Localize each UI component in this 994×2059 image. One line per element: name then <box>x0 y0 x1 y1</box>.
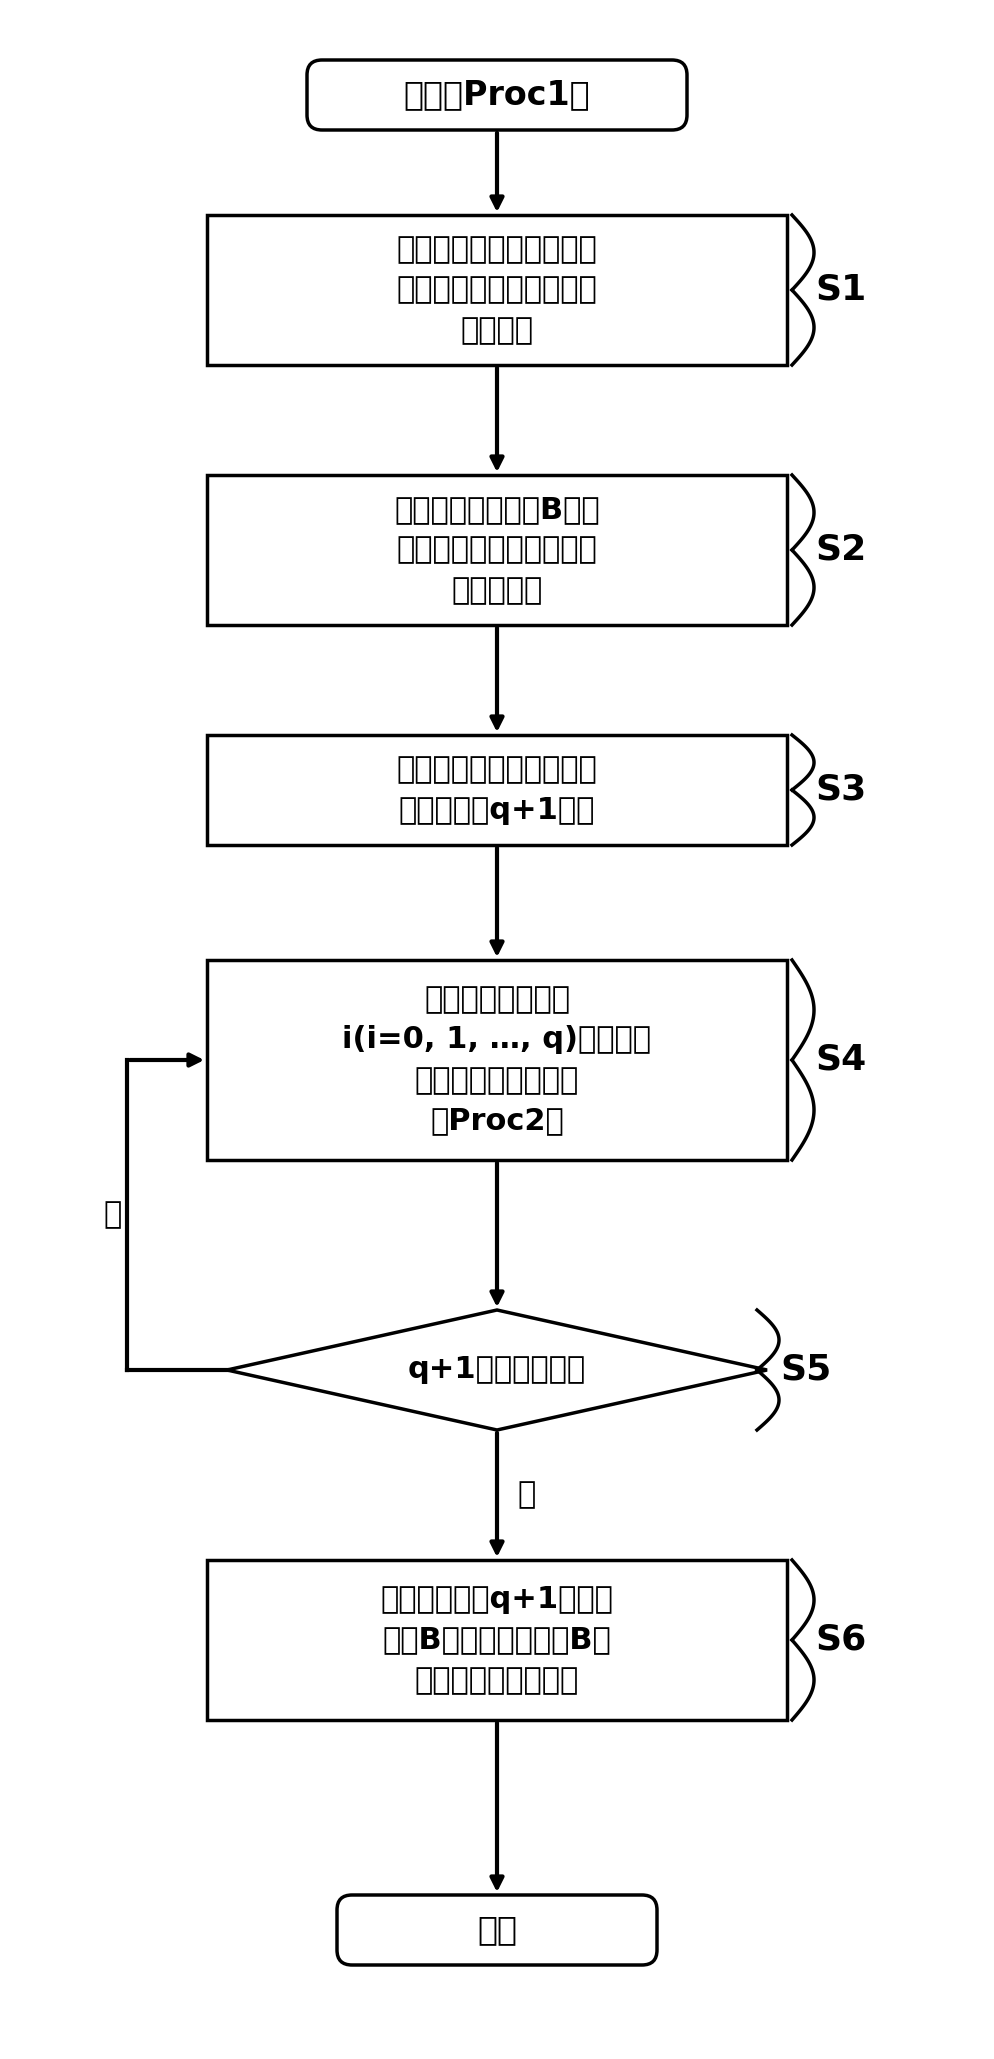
FancyBboxPatch shape <box>307 60 686 130</box>
Text: S2: S2 <box>814 533 866 566</box>
Bar <box>207 1561 786 1719</box>
Text: 结束: 结束 <box>476 1913 517 1946</box>
Text: q+1个点计算完成: q+1个点计算完成 <box>408 1355 585 1384</box>
Text: S1: S1 <box>814 274 866 307</box>
Text: S6: S6 <box>814 1622 866 1657</box>
Bar <box>207 735 786 844</box>
FancyBboxPatch shape <box>337 1894 656 1964</box>
Bar <box>207 214 786 364</box>
Text: S3: S3 <box>814 772 866 807</box>
Polygon shape <box>227 1310 766 1431</box>
Text: 使用带端点约束的B样条
曲线分别对叶盆和叶背曲
线进行插补: 使用带端点约束的B样条 曲线分别对叶盆和叶背曲 线进行插补 <box>394 494 599 605</box>
Text: 是: 是 <box>517 1480 536 1509</box>
Bar <box>207 476 786 626</box>
Bar <box>207 959 786 1159</box>
Text: 否: 否 <box>103 1200 122 1229</box>
Text: 开始（Proc1）: 开始（Proc1） <box>404 78 589 111</box>
Text: 计算叶背曲线上第
i(i=0, 1, …, q)点对应的
中弧线及叶盆上的点
（Proc2）: 计算叶背曲线上第 i(i=0, 1, …, q)点对应的 中弧线及叶盆上的点 （… <box>342 984 651 1135</box>
Text: 表示中弧线的q+1个离散
点用B条进行插补，以B样
条的形式输出中弧线: 表示中弧线的q+1个离散 点用B条进行插补，以B样 条的形式输出中弧线 <box>380 1585 613 1695</box>
Text: S5: S5 <box>779 1353 831 1388</box>
Text: S4: S4 <box>814 1044 866 1077</box>
Text: 导入翼型离散数据文件，
提取前缘、尾缘、叶盆、
叶背数据: 导入翼型离散数据文件， 提取前缘、尾缘、叶盆、 叶背数据 <box>397 235 596 346</box>
Text: 在叶背曲线整个范围内大
致均匀地取q+1个点: 在叶背曲线整个范围内大 致均匀地取q+1个点 <box>397 756 596 826</box>
